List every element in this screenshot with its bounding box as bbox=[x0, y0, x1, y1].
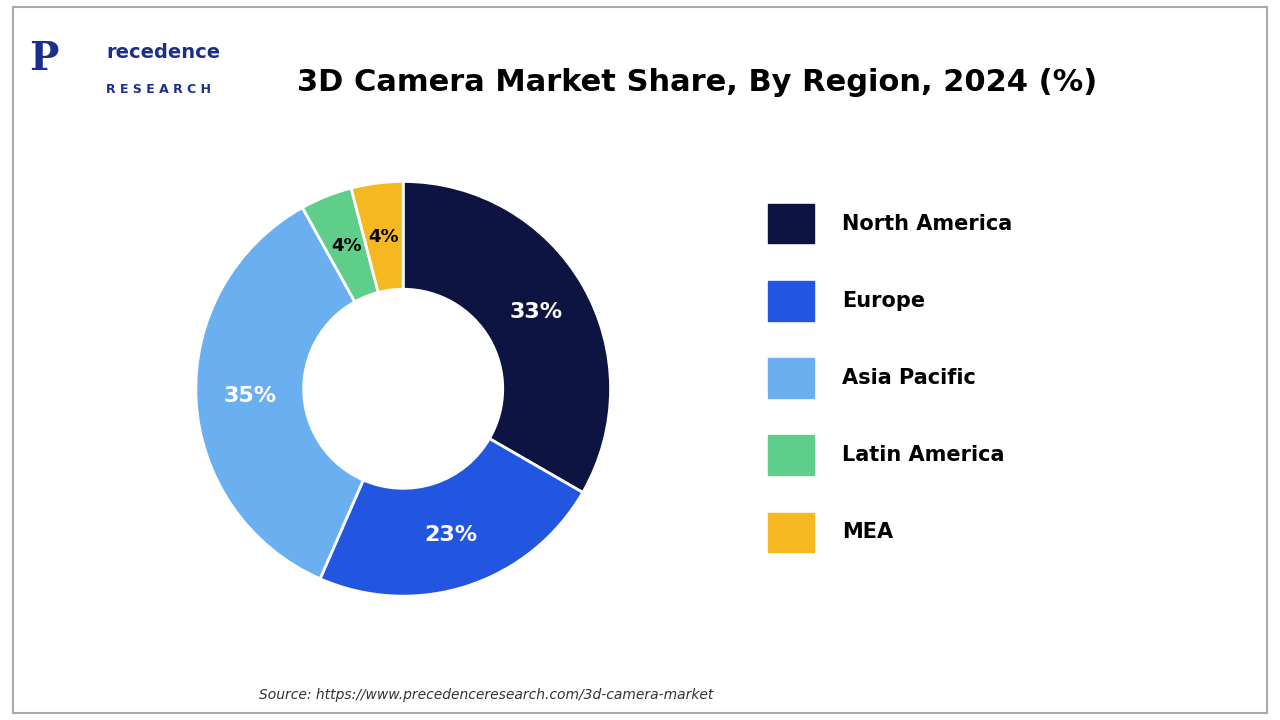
Text: 4%: 4% bbox=[369, 228, 399, 246]
Text: R E S E A R C H: R E S E A R C H bbox=[106, 83, 211, 96]
Bar bbox=[768, 513, 814, 552]
Text: 23%: 23% bbox=[425, 525, 477, 544]
Bar bbox=[768, 358, 814, 397]
Bar bbox=[768, 204, 814, 243]
Text: recedence: recedence bbox=[106, 43, 220, 63]
Text: North America: North America bbox=[842, 214, 1012, 233]
Text: MEA: MEA bbox=[842, 523, 893, 542]
Wedge shape bbox=[302, 188, 378, 302]
Text: Latin America: Latin America bbox=[842, 445, 1005, 465]
Wedge shape bbox=[403, 181, 611, 492]
Text: 33%: 33% bbox=[509, 302, 563, 322]
Wedge shape bbox=[196, 207, 364, 579]
Bar bbox=[768, 281, 814, 320]
Text: Europe: Europe bbox=[842, 291, 925, 311]
Wedge shape bbox=[320, 438, 582, 596]
Text: 4%: 4% bbox=[330, 238, 361, 256]
Wedge shape bbox=[351, 181, 403, 292]
Text: 35%: 35% bbox=[224, 386, 276, 406]
Bar bbox=[768, 436, 814, 475]
Text: Source: https://www.precedenceresearch.com/3d-camera-market: Source: https://www.precedenceresearch.c… bbox=[260, 688, 713, 702]
Text: 3D Camera Market Share, By Region, 2024 (%): 3D Camera Market Share, By Region, 2024 … bbox=[297, 68, 1098, 97]
Text: Asia Pacific: Asia Pacific bbox=[842, 368, 975, 388]
Text: P: P bbox=[29, 40, 59, 78]
